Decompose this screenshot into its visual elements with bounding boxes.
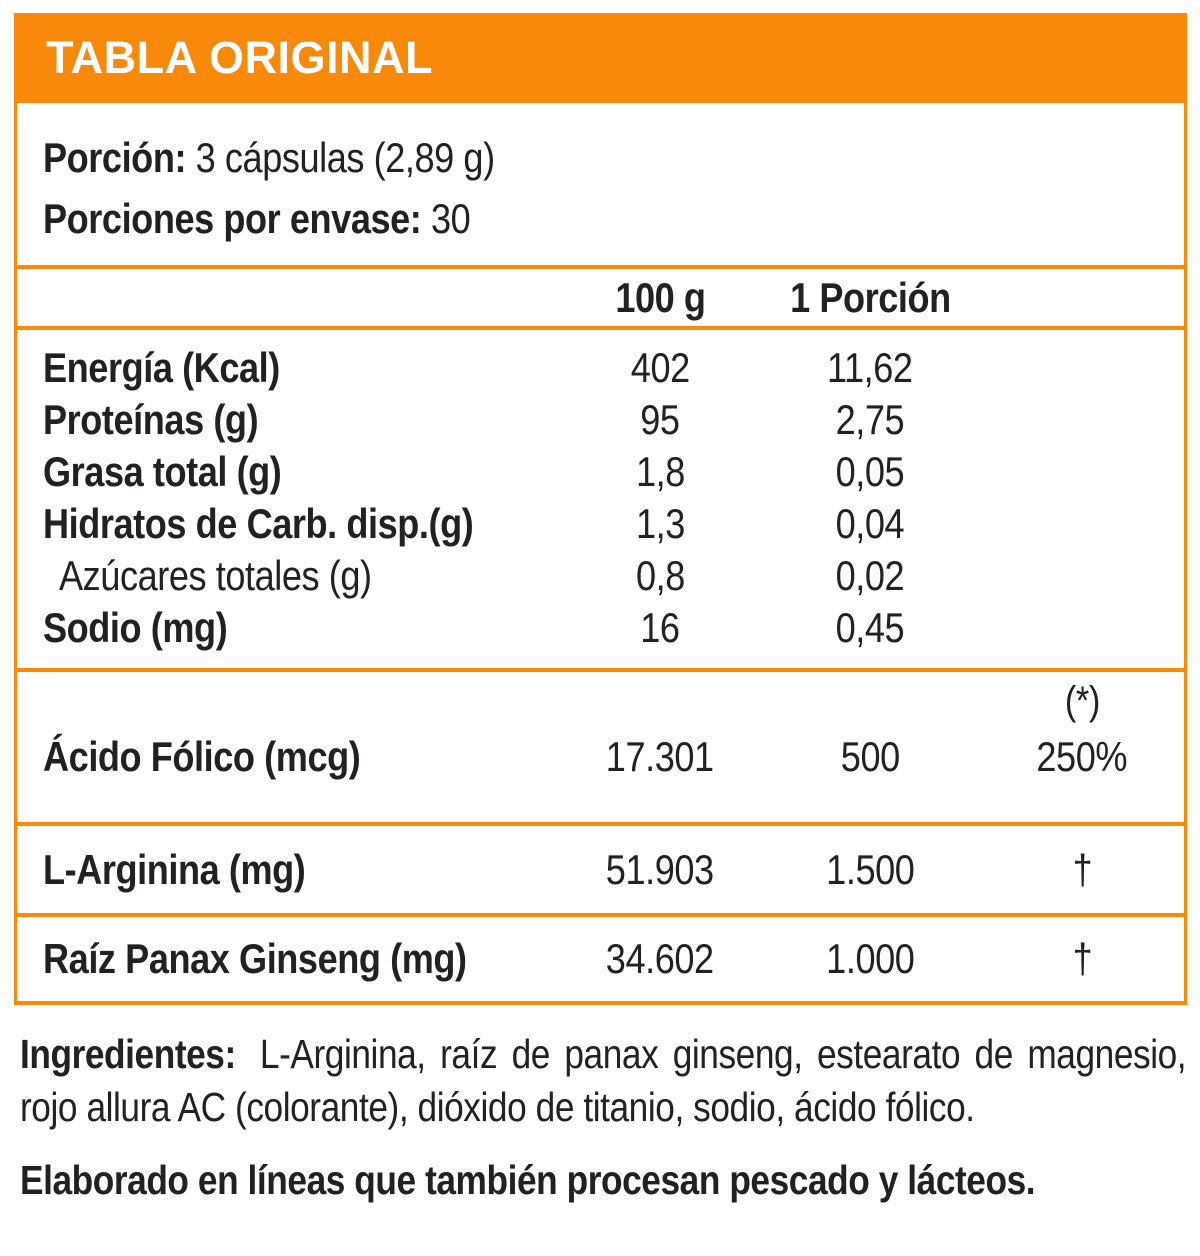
nutrient-label: Sodio (mg) <box>43 604 228 651</box>
nutrient-label: L-Arginina (mg) <box>43 845 306 893</box>
value-per-serving: 2,75 <box>835 396 905 443</box>
table-title-bar: TABLA ORIGINAL <box>14 13 1187 103</box>
daily-value-dagger: † <box>1072 935 1092 982</box>
column-header-section: 100 g 1 Porción <box>17 265 1184 326</box>
nutrient-label: Energía (Kcal) <box>43 344 280 391</box>
portion-label: Porción: <box>43 134 187 181</box>
dv-marker: (*) <box>1064 679 1100 723</box>
ginseng-section: Raíz Panax Ginseng (mg) 34.602 1.000 † <box>17 913 1184 1001</box>
arginine-section: L-Arginina (mg) 51.903 1.500 † <box>17 822 1184 913</box>
value-per-serving: 1.000 <box>825 935 915 982</box>
serving-info-section: Porción: 3 cápsulas (2,89 g) Porciones p… <box>17 103 1184 265</box>
value-per-100g: 0,8 <box>635 552 685 599</box>
value-per-100g: 1,3 <box>635 500 685 547</box>
nutrition-facts-table: TABLA ORIGINAL Porción: 3 cápsulas (2,89… <box>14 13 1187 1005</box>
nutrient-label: Grasa total (g) <box>43 448 282 495</box>
table-row: Ácido Fólico (mcg) 17.301 500 250% <box>17 722 1184 792</box>
nutrient-label: Azúcares totales (g) <box>59 552 372 599</box>
table-title: TABLA ORIGINAL <box>46 32 433 83</box>
footer-notes: Ingredientes: L-Arginina, raíz de panax g… <box>20 1028 1187 1207</box>
value-per-100g: 34.602 <box>606 935 714 982</box>
nutrient-label: Raíz Panax Ginseng (mg) <box>43 935 467 982</box>
value-per-100g: 16 <box>640 604 680 651</box>
allergen-note: Elaborado en líneas que también procesan… <box>20 1157 1036 1203</box>
table-row: Hidratos de Carb. disp.(g) 1,3 0,04 <box>17 498 1184 550</box>
table-row: Raíz Panax Ginseng (mg) 34.602 1.000 † <box>17 917 1184 1001</box>
daily-value-dagger: † <box>1072 845 1092 893</box>
portion-line: Porción: 3 cápsulas (2,89 g) <box>43 127 1184 188</box>
value-per-serving: 500 <box>840 733 900 780</box>
folic-acid-section: (*) Ácido Fólico (mcg) 17.301 500 250% <box>17 668 1184 822</box>
value-per-100g: 17.301 <box>606 733 714 780</box>
value-per-serving: 1.500 <box>825 845 915 893</box>
value-per-100g: 1,8 <box>635 448 685 495</box>
column-header-row: 100 g 1 Porción <box>17 269 1184 326</box>
column-header-100g: 100 g <box>614 273 706 321</box>
daily-value-percent: 250% <box>1036 733 1128 780</box>
nutrient-label: Ácido Fólico (mcg) <box>43 733 361 780</box>
value-per-100g: 95 <box>640 396 680 443</box>
table-row: Azúcares totales (g) 0,8 0,02 <box>17 550 1184 602</box>
value-per-serving: 0,45 <box>835 604 905 651</box>
value-per-serving: 11,62 <box>827 344 913 391</box>
value-per-serving: 0,02 <box>835 552 905 599</box>
value-per-serving: 0,04 <box>835 500 905 547</box>
value-per-serving: 0,05 <box>835 448 905 495</box>
table-row: Proteínas (g) 95 2,75 <box>17 394 1184 446</box>
table-row: Grasa total (g) 1,8 0,05 <box>17 446 1184 498</box>
dv-marker-row: (*) <box>17 672 1184 723</box>
nutrient-label: Hidratos de Carb. disp.(g) <box>43 500 474 547</box>
column-header-portion: 1 Porción <box>789 273 951 321</box>
table-row: L-Arginina (mg) 51.903 1.500 † <box>17 826 1184 913</box>
ingredients-paragraph: Ingredientes: L-Arginina, raíz de panax g… <box>20 1028 1187 1134</box>
nutrient-label: Proteínas (g) <box>43 396 259 443</box>
nutrition-rows-section: Energía (Kcal) 402 11,62 Proteínas (g) 9… <box>17 326 1184 668</box>
table-row: Sodio (mg) 16 0,45 <box>17 602 1184 654</box>
ingredients-text: L-Arginina, raíz de panax ginseng, estea… <box>20 1031 1187 1130</box>
value-per-100g: 51.903 <box>606 845 714 893</box>
servings-value: 30 <box>431 195 471 242</box>
servings-label: Porciones por envase: <box>43 195 422 242</box>
servings-per-container-line: Porciones por envase: 30 <box>43 188 1184 249</box>
value-per-100g: 402 <box>630 344 690 391</box>
table-row: Energía (Kcal) 402 11,62 <box>17 342 1184 394</box>
portion-value: 3 cápsulas (2,89 g) <box>195 134 495 181</box>
ingredients-label: Ingredientes: <box>20 1031 236 1077</box>
